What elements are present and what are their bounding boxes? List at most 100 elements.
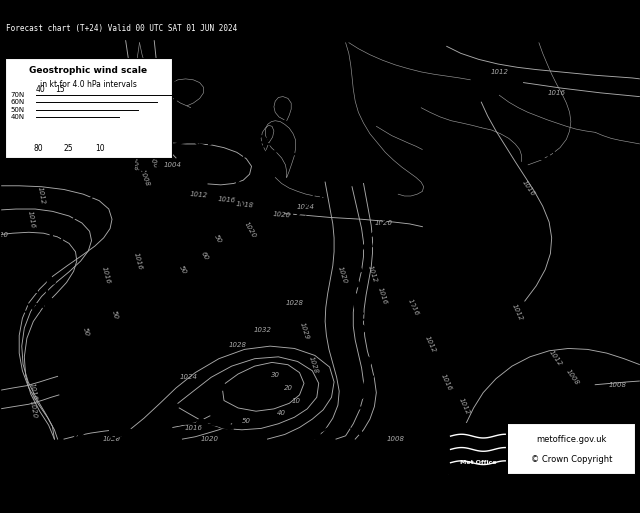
Polygon shape (417, 198, 428, 207)
Text: H: H (549, 126, 564, 144)
Text: 1020: 1020 (29, 401, 38, 419)
Text: 10: 10 (95, 144, 105, 153)
Polygon shape (242, 227, 250, 240)
Polygon shape (234, 171, 243, 184)
Text: 40: 40 (277, 409, 286, 416)
Polygon shape (359, 323, 367, 335)
Text: 1016: 1016 (377, 287, 388, 306)
Polygon shape (362, 386, 369, 399)
Text: 1016: 1016 (406, 298, 419, 317)
Text: 1016: 1016 (520, 179, 536, 197)
Polygon shape (179, 310, 189, 320)
Text: 1007: 1007 (342, 444, 381, 458)
Text: L: L (429, 177, 441, 195)
Text: ×: × (252, 290, 260, 300)
Text: 1028: 1028 (285, 300, 303, 306)
Text: 40: 40 (35, 86, 45, 94)
Text: 1000: 1000 (147, 151, 158, 170)
Polygon shape (50, 257, 60, 269)
Polygon shape (353, 263, 362, 274)
Text: 20: 20 (284, 385, 292, 391)
Polygon shape (208, 283, 218, 294)
Text: 1018: 1018 (236, 201, 253, 208)
Polygon shape (111, 168, 122, 177)
Text: 1016: 1016 (132, 251, 143, 270)
Text: 1008: 1008 (609, 382, 627, 388)
Text: 1016: 1016 (218, 196, 236, 204)
Text: 1010: 1010 (106, 444, 144, 458)
Polygon shape (78, 416, 88, 428)
Polygon shape (356, 307, 364, 320)
Text: ×: × (454, 220, 461, 230)
Polygon shape (163, 323, 173, 332)
Polygon shape (111, 388, 121, 400)
Polygon shape (59, 365, 68, 377)
Polygon shape (125, 361, 136, 371)
Text: 1006: 1006 (416, 200, 454, 214)
Polygon shape (53, 348, 61, 360)
Text: 50: 50 (212, 234, 223, 245)
Text: 50N: 50N (10, 107, 24, 113)
Polygon shape (243, 213, 251, 225)
Polygon shape (218, 130, 228, 139)
Polygon shape (63, 223, 74, 234)
Text: 1028: 1028 (229, 342, 247, 348)
Text: 1024: 1024 (297, 204, 315, 210)
Text: 1028: 1028 (308, 355, 319, 374)
Text: ×: × (572, 155, 580, 165)
Text: L: L (119, 421, 131, 439)
Polygon shape (362, 238, 372, 247)
Polygon shape (99, 180, 109, 190)
Text: 1012: 1012 (189, 191, 207, 199)
Text: 15: 15 (54, 86, 65, 94)
Text: 1033: 1033 (230, 311, 269, 325)
Polygon shape (369, 227, 380, 236)
Text: 1018: 1018 (538, 149, 576, 163)
Polygon shape (77, 426, 86, 438)
Polygon shape (238, 185, 247, 198)
Text: L: L (356, 421, 367, 439)
Polygon shape (157, 46, 165, 58)
Polygon shape (149, 336, 159, 345)
Text: L: L (26, 279, 38, 297)
Polygon shape (231, 154, 245, 162)
Text: 50: 50 (83, 327, 90, 338)
Polygon shape (122, 427, 134, 436)
Polygon shape (109, 425, 118, 438)
Polygon shape (190, 131, 204, 139)
Text: 995: 995 (136, 163, 165, 176)
Polygon shape (365, 371, 374, 384)
Text: 1012: 1012 (490, 69, 508, 75)
Text: 995: 995 (168, 109, 197, 123)
Polygon shape (49, 330, 56, 343)
Polygon shape (56, 240, 66, 251)
Text: in kt for 4.0 hPa intervals: in kt for 4.0 hPa intervals (40, 80, 137, 89)
Text: L: L (145, 140, 156, 157)
Text: 1008: 1008 (565, 368, 580, 386)
Text: 1009: 1009 (13, 302, 51, 316)
Text: 1016: 1016 (184, 425, 202, 431)
Polygon shape (340, 412, 349, 424)
Text: 1020: 1020 (273, 211, 291, 219)
Text: 1020: 1020 (35, 246, 74, 260)
Text: 1016: 1016 (26, 210, 35, 229)
Text: H: H (47, 223, 62, 241)
Text: 1020: 1020 (375, 220, 393, 226)
Text: © Crown Copyright: © Crown Copyright (531, 455, 612, 464)
Text: 1008: 1008 (139, 168, 150, 187)
Text: Forecast chart (T+24) Valid 00 UTC SAT 01 JUN 2024: Forecast chart (T+24) Valid 00 UTC SAT 0… (6, 24, 237, 33)
Polygon shape (195, 418, 208, 424)
Text: 1012: 1012 (367, 265, 378, 284)
Text: 1004: 1004 (164, 162, 182, 168)
Text: 60: 60 (200, 250, 210, 261)
Polygon shape (365, 356, 374, 368)
Polygon shape (157, 88, 166, 100)
Text: 10: 10 (291, 398, 300, 404)
Polygon shape (390, 210, 401, 220)
Text: 1012: 1012 (548, 349, 563, 367)
Text: 40N: 40N (10, 114, 24, 121)
Text: ×: × (44, 225, 52, 235)
Text: 50: 50 (242, 418, 251, 424)
Bar (5, 58, 172, 158)
Polygon shape (45, 293, 54, 306)
